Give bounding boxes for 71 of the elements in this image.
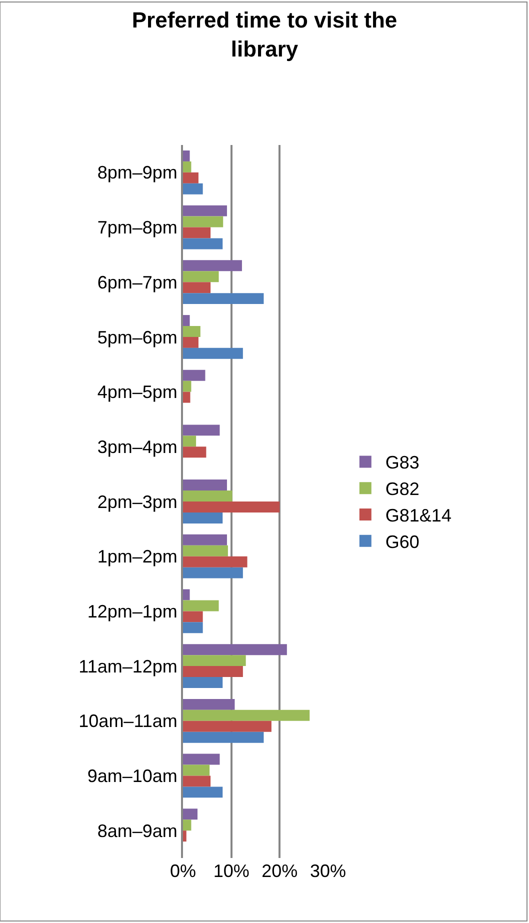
x-tick-label: 30% [310,861,346,881]
y-tick-label: 12pm–1pm [87,601,178,622]
y-tick-label: 3pm–4pm [97,436,178,457]
bar [183,754,220,765]
bar [183,161,192,172]
x-tick-label: 10% [213,861,250,881]
bar [183,776,211,787]
bar [183,392,190,403]
bar [183,512,223,524]
bar [183,260,242,272]
y-tick-label: 7pm–8pm [97,218,178,238]
bar [183,293,264,304]
bar [183,764,210,776]
bar [183,271,219,282]
legend-label: G60 [385,532,420,552]
bar [183,336,198,348]
bar [183,502,280,512]
bar [183,720,272,732]
legend-label: G82 [385,479,420,500]
bar [183,534,227,546]
bar [183,589,190,600]
legend-label: G81&14 [385,506,452,526]
y-tick-label: 5pm–6pm [97,327,178,348]
bar [183,480,227,491]
bar [183,600,219,612]
y-tick-label: 6pm–7pm [97,272,178,292]
bar [183,424,220,436]
y-tick-label: 2pm–3pm [97,492,178,512]
bar [183,282,211,294]
bar [183,808,198,820]
bar [183,380,192,392]
bar [183,820,192,831]
bar [183,677,223,688]
bar [183,216,224,228]
bar [183,830,186,842]
y-tick-label: 4pm–5pm [97,382,178,402]
bar [183,655,246,666]
bar [183,611,203,622]
bar [183,370,206,381]
bar [183,666,243,678]
bar [183,545,228,556]
x-tick-label: 20% [262,861,298,881]
bar [183,698,235,710]
y-tick-label: 10am–11am [78,711,178,732]
bar [183,622,203,634]
bar [183,238,223,250]
chart-title: Preferred time to visit the library [132,8,398,62]
x-tick-label: 0% [170,861,196,881]
bar [183,786,223,798]
bar [183,732,264,743]
bar [183,150,190,162]
bar [183,567,243,578]
bar [183,644,287,656]
bar [183,348,243,359]
legend-label: G83 [385,452,420,473]
bar [183,490,232,502]
bar [183,556,248,568]
y-tick-label: 1pm–2pm [97,546,178,567]
bar [183,446,206,458]
bar [183,172,198,184]
y-tick-label: 11am–12pm [78,656,178,676]
bar [183,183,203,194]
y-tick-label: 9am–10am [87,766,178,786]
bar [183,315,190,326]
y-tick-label: 8am–9am [97,820,178,841]
bar [183,710,310,721]
bar [183,326,200,337]
bar [183,436,196,447]
y-tick-label: 8pm–9pm [97,162,178,183]
bar [183,227,211,238]
bar [183,205,227,216]
